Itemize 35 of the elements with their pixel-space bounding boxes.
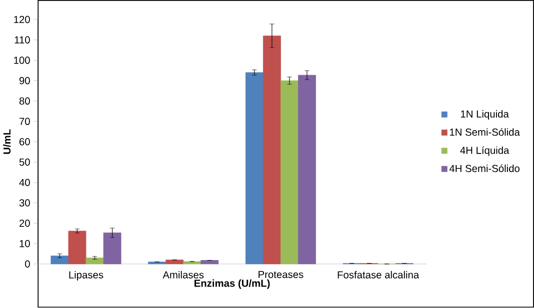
bar — [166, 260, 184, 264]
bar — [183, 262, 202, 264]
y-tick-label: 70 — [20, 118, 30, 126]
bar — [263, 36, 281, 264]
y-tick-label: 110 — [14, 36, 30, 44]
bar — [50, 256, 69, 264]
x-tick-label: Fosfatase alcalina — [338, 271, 420, 279]
bar — [200, 260, 219, 264]
y-axis-title: U/mL — [3, 129, 11, 154]
bar — [280, 80, 298, 264]
y-tick-label: 60 — [20, 138, 30, 146]
bar — [298, 75, 316, 264]
bar — [103, 232, 122, 264]
y-tick-label: 40 — [19, 179, 30, 186]
y-tick-label: 100 — [14, 56, 30, 64]
bar — [148, 262, 166, 264]
legend-label: 4H Semi-Sólido — [449, 164, 520, 172]
bar — [245, 72, 264, 264]
bar — [68, 230, 86, 264]
legend-label: 4H Líquida — [460, 146, 510, 156]
x-tick-label: Amilases — [162, 271, 204, 279]
y-tick-label: 80 — [19, 98, 30, 105]
y-tick-label: 10 — [20, 240, 30, 248]
legend-label: 1N Liquida — [461, 110, 509, 120]
x-tick-label: Lipases — [69, 271, 104, 281]
legend-label: 1N Semi-Sólida — [450, 128, 520, 136]
x-tick-label: Proteases — [258, 271, 304, 278]
y-tick-label: 0 — [25, 260, 30, 268]
y-tick-label: 30 — [19, 199, 30, 207]
y-tick-label: 50 — [19, 158, 30, 166]
y-tick-label: 20 — [19, 220, 30, 228]
bar — [86, 258, 104, 264]
y-tick-label: 120 — [14, 16, 30, 24]
x-axis-title: Enzimas (U/mL) — [194, 280, 270, 290]
y-tick-label: 90 — [19, 77, 30, 84]
